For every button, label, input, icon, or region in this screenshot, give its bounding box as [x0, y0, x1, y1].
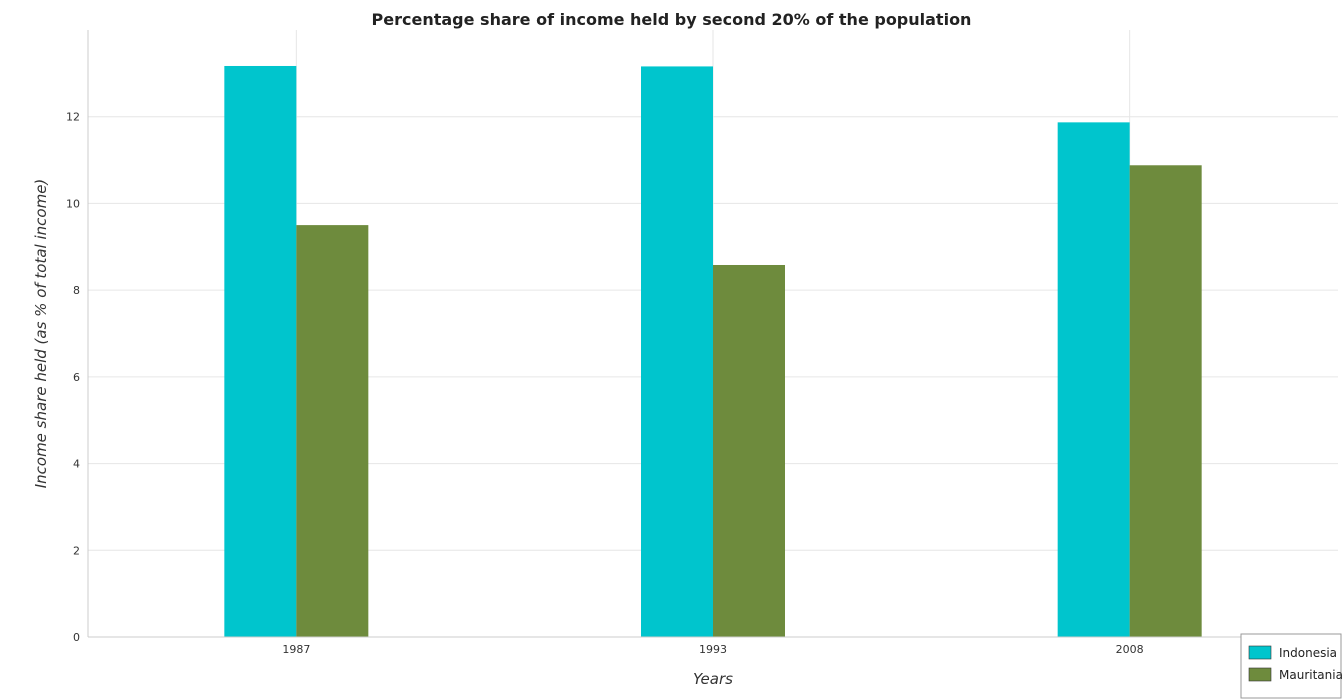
- bar-mauritania-2008: [1129, 165, 1202, 637]
- x-axis-label: Years: [693, 670, 733, 688]
- legend-label-mauritania: Mauritania: [1279, 668, 1343, 682]
- legend-swatch-indonesia: [1248, 645, 1272, 660]
- y-tick-label: 2: [73, 544, 80, 557]
- y-tick-label: 8: [73, 284, 80, 297]
- legend-label-indonesia: Indonesia: [1279, 646, 1337, 660]
- y-tick-label: 10: [66, 197, 80, 210]
- axes: 0 2 4 6 8 10 12 1987 1993 2008: [66, 30, 1338, 656]
- legend-box: [1240, 633, 1342, 699]
- bar-mauritania-1993: [713, 264, 785, 637]
- chart-title: Percentage share of income held by secon…: [371, 10, 972, 29]
- y-tick-label: 4: [73, 458, 80, 471]
- bar-indonesia-2008: [1057, 122, 1130, 638]
- x-tick-label: 1987: [282, 643, 310, 656]
- x-tick-label: 2008: [1116, 643, 1144, 656]
- bar-indonesia-1987: [224, 65, 297, 637]
- legend-swatch-mauritania: [1248, 667, 1272, 682]
- bar-indonesia-1993: [641, 66, 713, 638]
- x-tick-label: 1993: [699, 643, 727, 656]
- y-tick-label: 12: [66, 111, 80, 124]
- bars: [224, 65, 1202, 638]
- bar-mauritania-1987: [296, 225, 369, 637]
- y-tick-label: 6: [73, 371, 80, 384]
- legend: Indonesia Mauritania: [1240, 633, 1343, 699]
- y-axis-label: Income share held (as % of total income): [32, 179, 50, 489]
- y-tick-label: 0: [73, 631, 80, 644]
